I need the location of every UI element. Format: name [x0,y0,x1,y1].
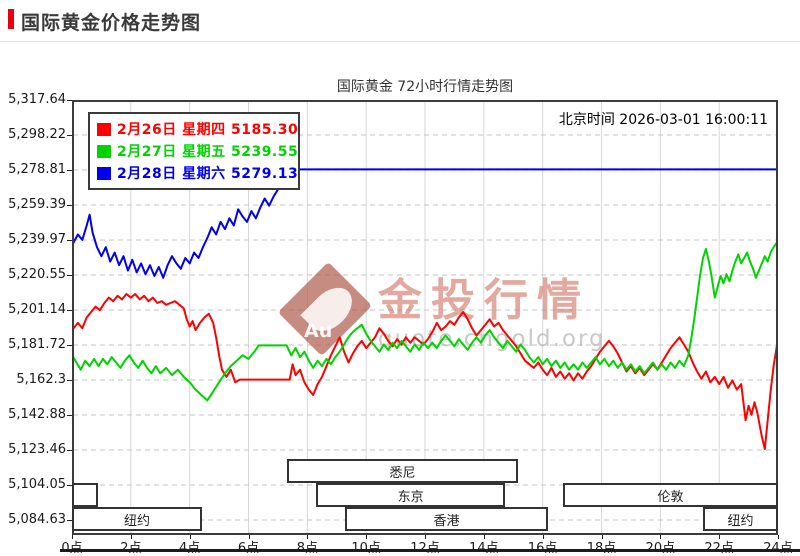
y-axis-tick [67,135,72,136]
y-axis-tick [67,485,72,486]
y-axis-label: 5,220.55 [8,267,66,282]
x-axis-tick [366,535,368,539]
y-axis-label: 5,278.81 [8,162,66,177]
y-axis-label: 5,317.64 [8,92,66,107]
y-axis-tick [67,310,72,311]
x-axis-tick [72,535,73,539]
x-axis-label: 20点 [636,537,684,556]
y-axis-tick [67,275,72,276]
header-accent-bar [8,9,14,29]
x-axis-label: 0点 [48,537,96,556]
legend-item: 2月26日 星期四 5185.30 [97,118,298,140]
x-axis-tick [542,535,544,539]
y-axis-tick [67,380,72,381]
legend-item: 2月28日 星期六 5279.13 [97,162,298,184]
y-axis-label: 5,298.22 [8,127,66,142]
legend-swatch [97,122,111,136]
x-axis-tick [248,535,250,539]
legend-box: 2月26日 星期四 5185.30 2月27日 星期五 5239.55 2月28日 … [88,112,300,190]
session-box-纽约: 纽约 [72,507,203,531]
session-box-东京: 东京 [316,483,505,507]
x-axis-tick [660,535,662,539]
au-logo-text: Au [304,320,333,342]
legend-label: 2月28日 星期六 5279.13 [117,166,299,182]
chart-title: 国际黄金 72小时行情走势图 [336,79,514,95]
x-axis-label: 2点 [107,537,155,556]
session-box [72,483,98,507]
legend-item: 2月27日 星期五 5239.55 [97,140,298,162]
legend-label: 2月26日 星期四 5185.30 [117,122,299,138]
x-axis-label: 14点 [460,537,508,556]
x-axis-tick [601,535,603,539]
session-box-伦敦: 伦敦 [562,483,778,507]
watermark: Au 金投行情 quote.cngold.org [277,261,612,376]
y-axis-tick [67,415,72,416]
y-axis-tick [67,170,72,171]
y-axis-tick [67,100,72,101]
y-axis-label: 5,239.97 [8,232,66,247]
y-axis-tick [67,450,72,451]
y-axis-label: 5,084.63 [8,512,66,527]
x-axis-label: 22点 [695,537,743,556]
legend-label: 2月27日 星期五 5239.55 [117,144,299,160]
x-axis-label: 24点 [754,537,800,556]
x-axis-tick [189,535,191,539]
x-axis-label: 12点 [401,537,449,556]
x-axis-label: 16点 [519,537,567,556]
x-axis-label: 4点 [166,537,214,556]
x-axis-tick [130,535,132,539]
y-axis-tick [67,205,72,206]
x-axis-tick [425,535,426,539]
x-axis-label: 10点 [342,537,390,556]
x-axis-tick [778,535,779,539]
y-axis-label: 5,162.3 [16,372,66,387]
y-axis-label: 5,142.88 [8,407,66,422]
bottom-border-line [60,549,800,552]
x-axis-tick [719,535,721,539]
session-box-香港: 香港 [344,507,548,531]
y-axis-label: 5,104.05 [8,477,66,492]
x-axis-label: 6点 [225,537,273,556]
watermark-url: quote.cngold.org [378,326,606,352]
y-axis-tick [67,345,72,346]
beijing-time-label: 北京时间 2026-03-01 16:00:11 [558,112,768,128]
x-axis-tick [483,535,485,539]
page-title: 国际黄金价格走势图 [21,12,202,34]
watermark-text: 金投行情 quote.cngold.org [378,275,606,353]
y-axis-label: 5,181.72 [8,337,66,352]
y-axis-label: 5,201.14 [8,302,66,317]
legend-swatch [97,144,111,158]
x-axis-label: 18点 [578,537,626,556]
y-axis-tick [67,520,72,521]
header-divider [0,41,800,42]
x-axis-label: 8点 [283,537,331,556]
session-box-纽约: 纽约 [702,507,778,531]
y-axis-tick [67,240,72,241]
watermark-brand: 金投行情 [378,275,590,326]
legend-swatch [97,166,111,180]
y-axis-label: 5,123.46 [8,442,66,457]
x-axis-tick [307,535,309,539]
y-axis-label: 5,259.39 [8,197,66,212]
session-box-悉尼: 悉尼 [287,459,518,483]
